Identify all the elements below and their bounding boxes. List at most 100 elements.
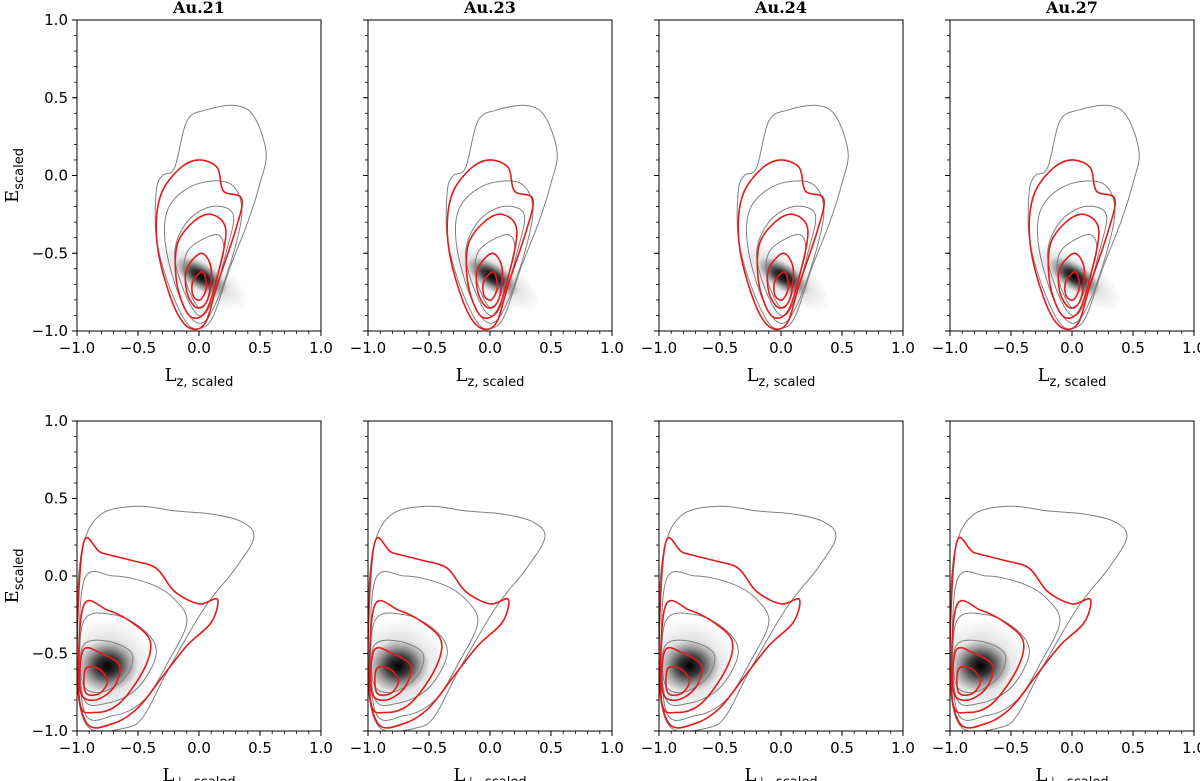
y-tick-label: 1.0: [44, 11, 68, 29]
red-contour-3: [660, 646, 703, 702]
red-contour-1: [1028, 159, 1116, 331]
y-tick-label: −0.5: [32, 244, 68, 262]
panel-au23-row2: −1.0 −0.5 0.0 0.5 1.0 L⊥, scaled: [350, 420, 624, 781]
x-tick-label: 0.0: [478, 739, 502, 757]
x-axis-label: L⊥, scaled: [744, 765, 817, 781]
x-tick-label: 0.0: [769, 339, 793, 357]
gray-contour-4: [661, 639, 716, 694]
plot-area: [153, 104, 267, 331]
plot-area: [659, 505, 837, 731]
y-tick-label: −1.0: [32, 722, 68, 740]
x-tick-label: 1.0: [600, 739, 624, 757]
x-tick-label: −1.0: [350, 339, 386, 357]
density-core: [950, 639, 1012, 693]
x-tick-label: 0.5: [539, 739, 563, 757]
red-contour-2: [1047, 213, 1100, 319]
x-tick-label: −1.0: [59, 739, 95, 757]
panel-au21-row1: −1.0 −0.5 0.0 0.5 1.0 −1.0 −0.5 0.0 0.5 1.0 Au.21 L…: [32, 0, 333, 390]
gray-contour-2: [745, 180, 825, 324]
x-tick-label: −0.5: [120, 739, 156, 757]
x-axis-label: Lz, scaled: [1038, 365, 1107, 390]
red-contour-3: [1057, 252, 1086, 309]
red-contour-1: [737, 159, 825, 331]
panel-au23-row1: −1.0 −0.5 0.0 0.5 1.0 Au.23 Lz, scaled: [350, 0, 624, 390]
red-contour-4: [773, 271, 790, 301]
y-tick-label: 0.0: [44, 167, 68, 185]
x-tick-label: 0.5: [1121, 739, 1145, 757]
x-tick-label: 0.0: [187, 739, 211, 757]
x-tick-label: −1.0: [641, 739, 677, 757]
x-tick-label: −1.0: [641, 339, 677, 357]
red-contour-2: [950, 599, 1025, 714]
red-contour-1: [950, 536, 1092, 729]
red-contour-3: [951, 646, 994, 702]
panel-au27-row1: −1.0 −0.5 0.0 0.5 1.0 Au.27 Lz, scaled: [932, 0, 1200, 390]
red-contour-4: [191, 271, 208, 301]
y-tick-label: −0.5: [32, 645, 68, 663]
plot-area: [1026, 104, 1140, 331]
red-contour-4: [1064, 271, 1081, 301]
gray-contour-2: [454, 180, 534, 324]
panel-au24-row1: −1.0 −0.5 0.0 0.5 1.0 Au.24 Lz, scaled: [641, 0, 915, 390]
red-contour-1: [155, 159, 243, 331]
x-tick-label: −0.5: [411, 339, 447, 357]
red-contour-1: [659, 536, 801, 729]
gray-contour-4: [952, 639, 1007, 694]
x-tick-label: −0.5: [411, 739, 447, 757]
red-contour-3: [475, 252, 504, 309]
y-tick-label: −1.0: [32, 322, 68, 340]
x-axis-label: Lz, scaled: [165, 365, 234, 390]
plot-area: [950, 505, 1128, 731]
x-axis-label: L⊥, scaled: [1035, 765, 1108, 781]
panel-title: Au.21: [172, 0, 225, 17]
red-contour-2: [174, 213, 227, 319]
panel-au27-row2: −1.0 −0.5 0.0 0.5 1.0 L⊥, scaled: [932, 420, 1200, 781]
red-contour-2: [77, 599, 152, 714]
x-tick-label: 0.5: [539, 339, 563, 357]
red-contour-4: [83, 665, 109, 697]
gray-contour-1: [1027, 104, 1140, 330]
red-contour-4: [665, 665, 691, 697]
red-contour-2: [659, 599, 734, 714]
y-tick-label: 0.0: [44, 567, 68, 585]
panel-title: Au.24: [754, 0, 807, 17]
gray-contour-1: [445, 104, 558, 330]
x-tick-label: 0.0: [187, 339, 211, 357]
x-tick-label: 1.0: [891, 739, 915, 757]
x-tick-label: −0.5: [702, 339, 738, 357]
red-contour-4: [956, 665, 982, 697]
y-axis-label: Escaled: [2, 148, 27, 203]
red-contour-2: [465, 213, 518, 319]
gray-contour-2: [1036, 180, 1116, 324]
x-tick-label: 0.0: [478, 339, 502, 357]
x-tick-label: −0.5: [993, 339, 1029, 357]
x-tick-label: 1.0: [1182, 339, 1200, 357]
x-axis-label: L⊥, scaled: [453, 765, 526, 781]
panel-au24-row2: −1.0 −0.5 0.0 0.5 1.0 L⊥, scaled: [641, 420, 915, 781]
red-contour-3: [766, 252, 795, 309]
x-tick-label: 1.0: [309, 739, 333, 757]
plot-area: [444, 104, 558, 331]
y-tick-label: 0.5: [44, 490, 68, 508]
density-core: [77, 639, 139, 693]
x-tick-label: −1.0: [350, 739, 386, 757]
y-axis-label: Escaled: [2, 549, 27, 604]
x-tick-label: 1.0: [309, 339, 333, 357]
gray-contour-4: [370, 639, 425, 694]
x-tick-label: −1.0: [932, 739, 968, 757]
red-contour-1: [446, 159, 534, 331]
x-tick-label: 0.5: [248, 739, 272, 757]
red-contour-1: [368, 536, 510, 729]
plot-area: [735, 104, 849, 331]
x-tick-label: 0.5: [1121, 339, 1145, 357]
x-tick-label: −0.5: [120, 339, 156, 357]
panel-title: Au.27: [1045, 0, 1098, 17]
x-tick-label: 1.0: [1182, 739, 1200, 757]
x-tick-label: −1.0: [932, 339, 968, 357]
x-tick-label: −0.5: [993, 739, 1029, 757]
plot-area: [368, 505, 546, 731]
red-contour-2: [368, 599, 443, 714]
density-core: [368, 639, 430, 693]
x-tick-label: 1.0: [600, 339, 624, 357]
